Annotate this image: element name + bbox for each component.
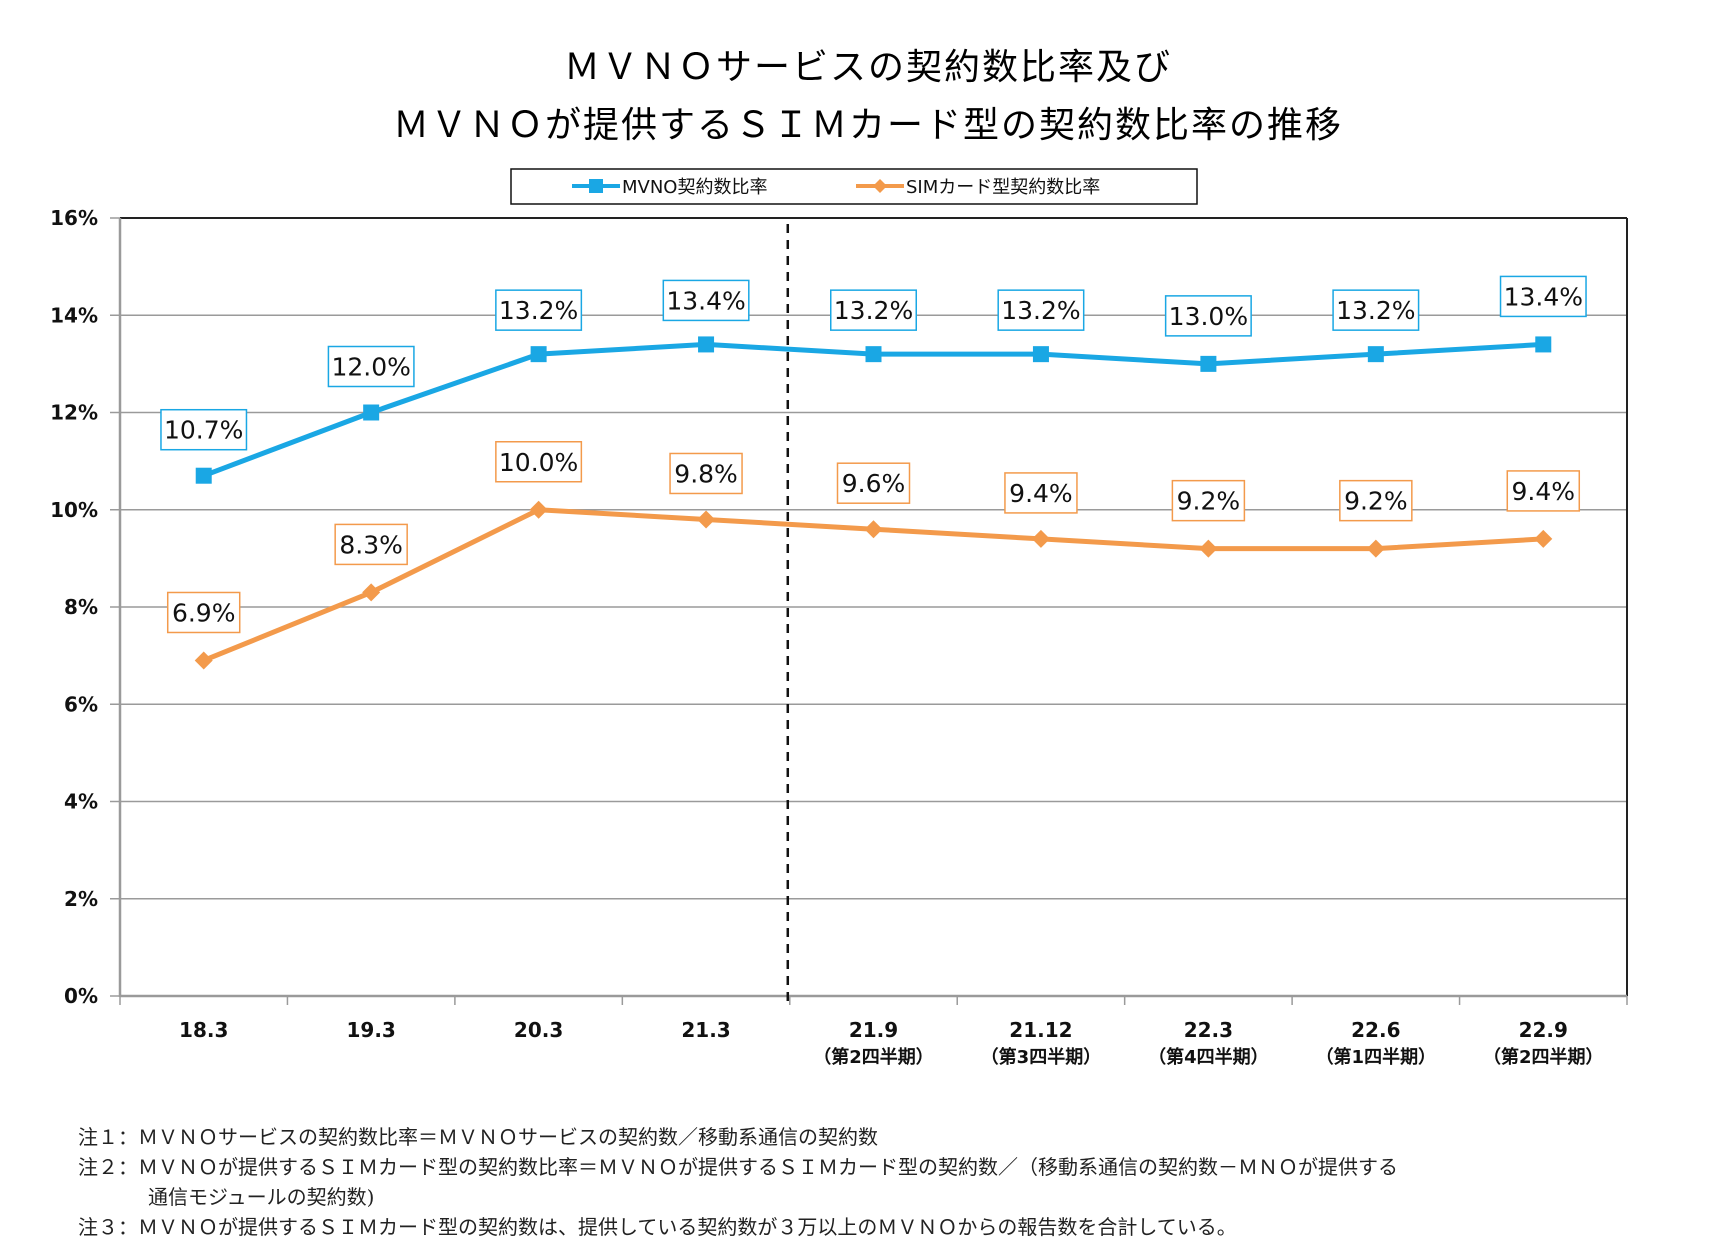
data-label: 8.3% bbox=[339, 530, 403, 559]
data-label: 13.4% bbox=[666, 286, 745, 315]
data-label-box bbox=[1339, 479, 1413, 522]
data-point-square bbox=[865, 346, 882, 363]
y-tick-label: 2% bbox=[64, 887, 98, 911]
y-tick-label: 0% bbox=[64, 984, 98, 1008]
data-labels: 10.7% 12.0% 13.2% 13.4% 13.2% 13.2% 13.0% 13.2%… bbox=[160, 275, 1587, 634]
data-point-square bbox=[1032, 346, 1049, 363]
data-label: 9.2% bbox=[1344, 487, 1408, 516]
data-label-box bbox=[1164, 295, 1252, 337]
footnote-2: 注２：ＭＶＮＯが提供するＳＩＭカード型の契約数比率＝ＭＶＮＯが提供するＳＩＭカー… bbox=[78, 1155, 1398, 1179]
data-label: 9.4% bbox=[1009, 479, 1073, 508]
data-label: 13.0% bbox=[1169, 302, 1248, 331]
y-tick-label: 4% bbox=[64, 790, 98, 814]
data-label: 9.2% bbox=[1177, 487, 1241, 516]
x-tick-sublabel: （第1四半期） bbox=[1316, 1046, 1437, 1068]
y-tick-label: 10% bbox=[50, 498, 98, 522]
legend-box bbox=[510, 168, 1198, 205]
line-chart: 0% 2% 4% 6% 8% 10% 12% 14% 16% 18.3 19.3 20.3 21.3 21… bbox=[50, 168, 1628, 1068]
data-point-square bbox=[698, 336, 715, 353]
data-label-box bbox=[495, 441, 583, 483]
data-label-box bbox=[1004, 472, 1078, 514]
data-label-box bbox=[1332, 289, 1420, 331]
data-label-box bbox=[1171, 479, 1246, 522]
data-label-box bbox=[669, 452, 743, 495]
footnote-1: 注１：ＭＶＮＯサービスの契約数比率＝ＭＶＮＯサービスの契約数／移動系通信の契約数 bbox=[78, 1125, 878, 1149]
legend-label-sim: SIMカード型契約数比率 bbox=[906, 177, 1100, 198]
series bbox=[194, 336, 1553, 670]
x-tick-label: 22.3 bbox=[1184, 1018, 1233, 1042]
data-label-box bbox=[495, 289, 583, 331]
data-label-box bbox=[662, 279, 750, 322]
x-tick-label: 18.3 bbox=[179, 1018, 228, 1042]
data-label: 9.4% bbox=[1512, 477, 1576, 506]
data-point-diamond bbox=[697, 510, 716, 529]
data-point-diamond bbox=[194, 651, 213, 670]
axes: 0% 2% 4% 6% 8% 10% 12% 14% 16% 18.3 19.3 20.3 21.3 21… bbox=[50, 206, 1628, 1068]
data-point-diamond bbox=[864, 520, 883, 539]
footnotes: 注１：ＭＶＮＯサービスの契約数比率＝ＭＶＮＯサービスの契約数／移動系通信の契約数… bbox=[78, 1122, 1398, 1242]
data-label-box bbox=[997, 289, 1085, 331]
data-label-box bbox=[830, 289, 917, 331]
y-tick-label: 6% bbox=[64, 692, 98, 716]
legend-label-mvno: MVNO契約数比率 bbox=[622, 177, 767, 198]
data-point-diamond bbox=[1199, 539, 1218, 558]
x-tick-label: 20.3 bbox=[514, 1018, 563, 1042]
data-label: 10.7% bbox=[164, 416, 243, 445]
footnote-2-continued: 通信モジュールの契約数) bbox=[148, 1185, 375, 1209]
x-tick-label: 21.9 bbox=[849, 1018, 898, 1042]
data-label: 9.6% bbox=[842, 469, 906, 498]
data-point-square bbox=[363, 404, 380, 421]
data-label: 13.4% bbox=[1504, 282, 1583, 311]
footnote-3: 注３：ＭＶＮＯが提供するＳＩＭカード型の契約数は、提供している契約数が３万以上の… bbox=[78, 1215, 1237, 1239]
y-tick-label: 12% bbox=[50, 401, 98, 425]
data-label-box bbox=[836, 462, 911, 504]
data-label-box bbox=[1499, 275, 1587, 318]
data-label-box bbox=[327, 345, 415, 388]
y-tick-label: 8% bbox=[64, 595, 98, 619]
data-point-square bbox=[1200, 355, 1217, 372]
data-label-box bbox=[160, 408, 248, 451]
x-tick-label: 22.6 bbox=[1351, 1018, 1400, 1042]
data-point-square bbox=[1367, 346, 1384, 363]
x-tick-label: 22.9 bbox=[1519, 1018, 1568, 1042]
data-label: 10.0% bbox=[499, 448, 578, 477]
data-point-diamond bbox=[1366, 539, 1385, 558]
data-label-box bbox=[1506, 470, 1581, 512]
data-point-square bbox=[530, 346, 547, 363]
x-tick-label: 21.12 bbox=[1009, 1018, 1072, 1042]
data-label: 13.2% bbox=[1001, 296, 1080, 325]
data-label-box bbox=[166, 591, 241, 634]
x-tick-sublabel: （第2四半期） bbox=[1483, 1046, 1604, 1068]
data-label: 13.2% bbox=[1336, 296, 1415, 325]
legend-marker-diamond bbox=[873, 179, 887, 193]
data-point-square bbox=[1535, 336, 1552, 353]
x-tick-label: 21.3 bbox=[681, 1018, 730, 1042]
gridlines bbox=[120, 314, 1627, 900]
x-tick-label: 19.3 bbox=[346, 1018, 395, 1042]
data-point-square bbox=[195, 467, 212, 484]
data-label: 6.9% bbox=[172, 598, 236, 627]
legend: MVNO契約数比率 SIMカード型契約数比率 bbox=[510, 168, 1198, 205]
x-tick-sublabel: （第3四半期） bbox=[981, 1046, 1102, 1068]
y-tick-label: 16% bbox=[50, 206, 98, 230]
data-label-box bbox=[334, 523, 408, 566]
data-label: 9.8% bbox=[674, 459, 738, 488]
data-point-diamond bbox=[362, 583, 381, 602]
data-point-diamond bbox=[529, 500, 548, 519]
data-label: 13.2% bbox=[499, 296, 578, 325]
x-tick-sublabel: （第4四半期） bbox=[1148, 1046, 1269, 1068]
y-tick-label: 14% bbox=[50, 303, 98, 327]
data-label: 12.0% bbox=[331, 353, 410, 382]
data-label: 13.2% bbox=[834, 296, 913, 325]
data-point-diamond bbox=[1534, 529, 1553, 548]
chart-title-line-1: ＭＶＮＯサービスの契約数比率及び bbox=[563, 47, 1172, 88]
legend-marker-square bbox=[589, 179, 603, 193]
x-tick-sublabel: （第2四半期） bbox=[813, 1046, 934, 1068]
chart-title-line-2: ＭＶＮＯが提供するＳＩＭカード型の契約数比率の推移 bbox=[392, 105, 1343, 146]
data-point-diamond bbox=[1031, 529, 1050, 548]
